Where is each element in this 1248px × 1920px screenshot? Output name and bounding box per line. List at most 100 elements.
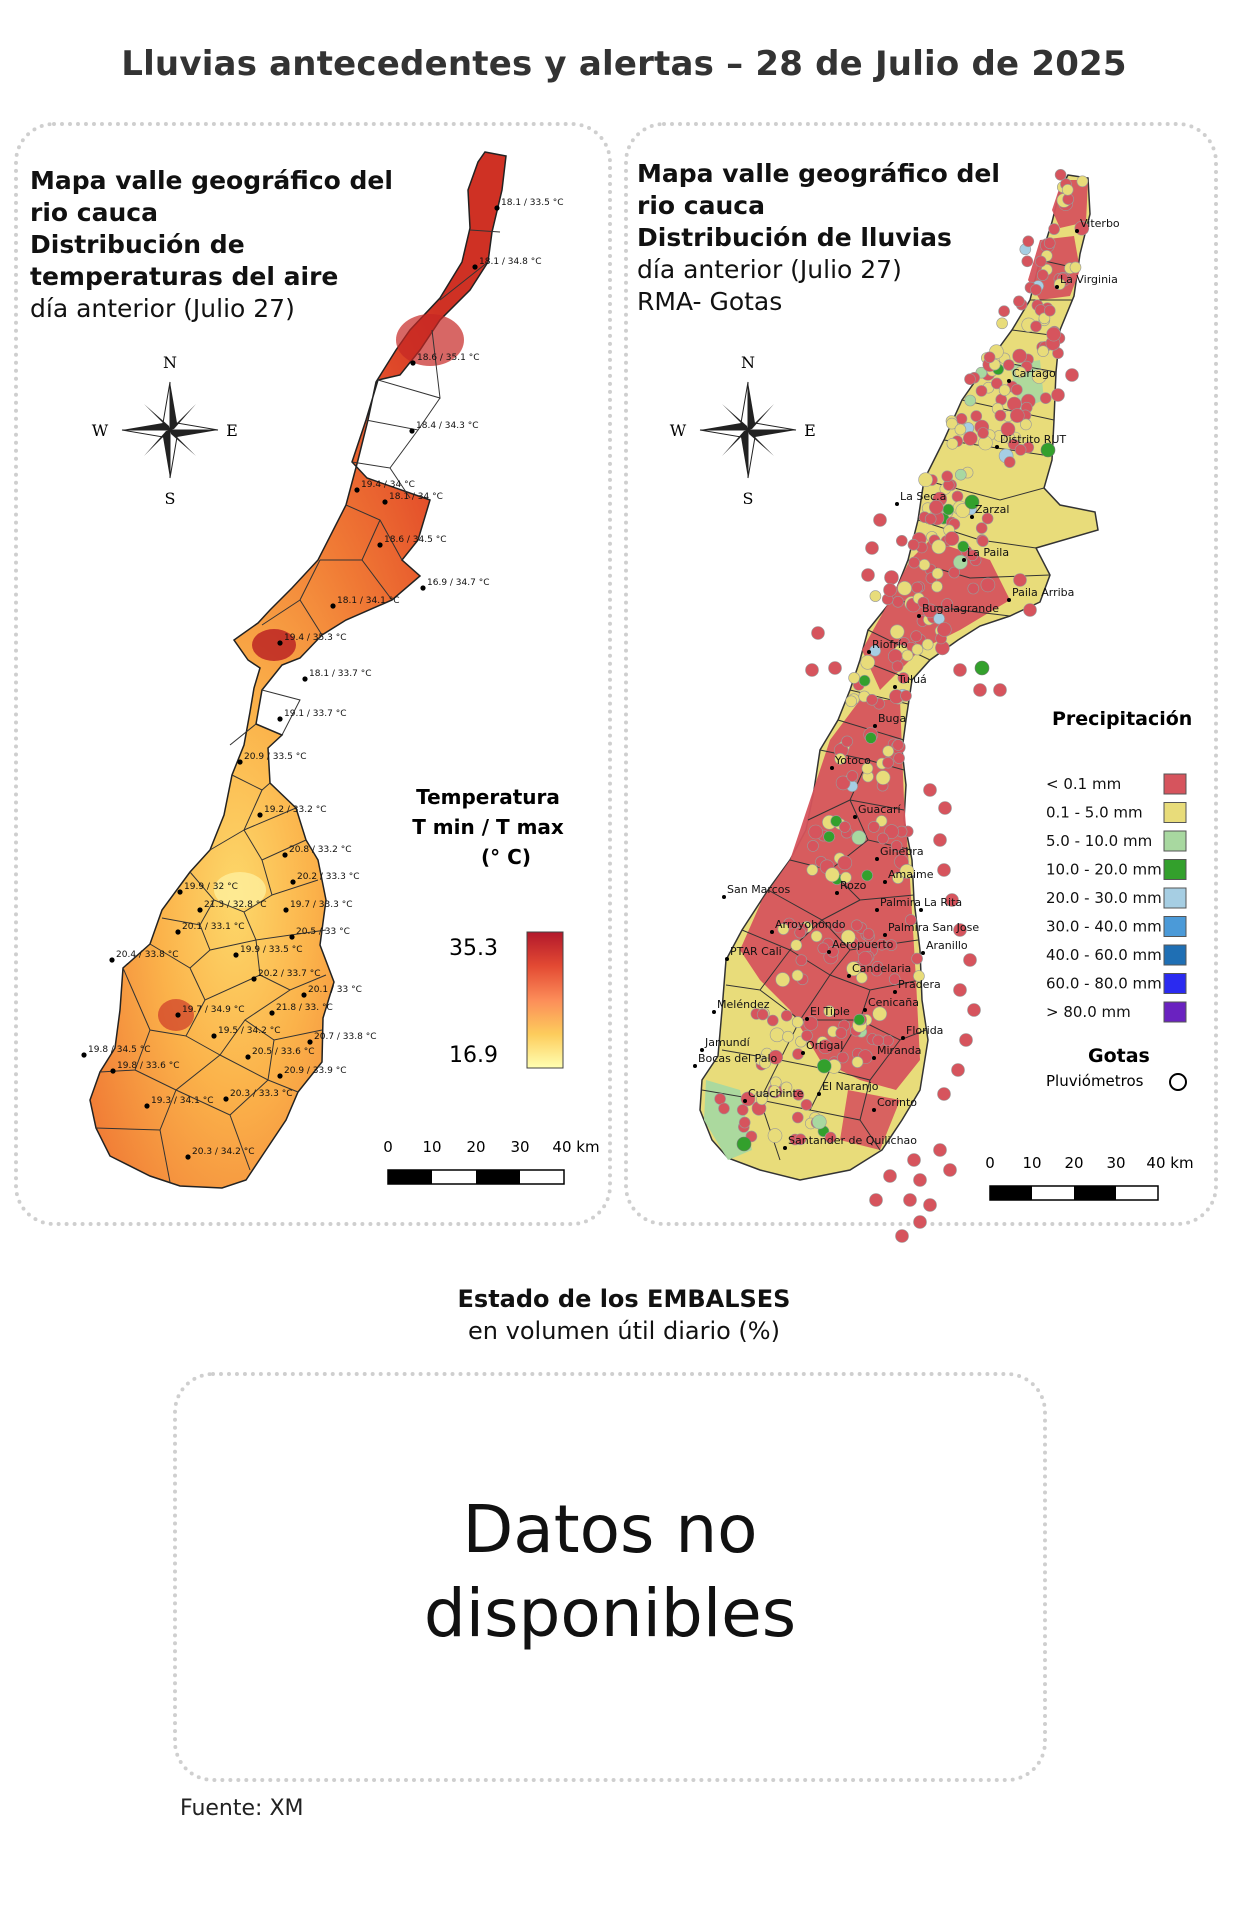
precipitation-legend-label: 10.0 - 20.0 mm: [1046, 861, 1162, 879]
dry-zone: [840, 1090, 900, 1150]
precipitation-legend-label: 20.0 - 30.0 mm: [1046, 889, 1162, 907]
station-dot: [177, 889, 183, 895]
rain-gauge: [942, 503, 955, 516]
town-dot: [875, 857, 879, 861]
rain-gauge: [974, 660, 990, 676]
rain-gauge: [736, 1104, 749, 1116]
station-label: 19.8 / 33.6 °C: [117, 1061, 179, 1071]
town-dot: [970, 515, 974, 519]
rain-gauge: [1031, 369, 1047, 384]
town-dot: [1007, 598, 1011, 602]
rain-gauge: [883, 1169, 897, 1183]
rain-gauge: [1044, 304, 1056, 317]
rain-gauge: [808, 824, 824, 840]
station-label: 19.8 / 34.5 °C: [88, 1045, 150, 1055]
rain-gauge: [967, 582, 980, 595]
rain-gauge: [964, 394, 977, 407]
rain-gauge: [738, 1116, 751, 1129]
rain-gauge: [911, 952, 923, 965]
rain-gauge: [931, 580, 943, 593]
rain-gauge: [780, 1009, 793, 1022]
rain-gauge: [1035, 255, 1047, 268]
town-dot: [867, 650, 871, 654]
station-dot: [289, 934, 295, 940]
rain-gauge: [755, 1093, 768, 1106]
station-dot: [233, 952, 239, 958]
rain-gauge: [791, 1016, 804, 1028]
rain-gauge: [897, 580, 912, 596]
rain-gauge: [900, 689, 912, 702]
precipitation-legend-items: < 0.1 mm 0.1 - 5.0 mm 5.0 - 10.0 mm 10.0 - …: [1046, 773, 1187, 1023]
scale-label: 30: [1106, 1154, 1125, 1172]
precipitation-legend-label: 40.0 - 60.0 mm: [1046, 946, 1162, 964]
rain-gauge: [910, 630, 923, 643]
town-label: El Naranjo: [822, 1080, 879, 1093]
rain-gauge: [908, 556, 920, 569]
town-label: Miranda: [877, 1044, 922, 1057]
precipitation-legend-swatch: [1163, 944, 1187, 966]
rain-gauge: [922, 603, 938, 619]
scale-label: 10: [422, 1138, 441, 1156]
rain-gauge: [884, 824, 899, 839]
rain-gauge: [817, 942, 830, 955]
station-dot: [109, 957, 115, 963]
station-label: 19.7 / 34.9 °C: [182, 1005, 244, 1015]
temperature-legend-title: Temperatura: [416, 785, 560, 809]
rain-gauge: [981, 512, 994, 525]
precipitation-legend: Precipitación < 0.1 mm 0.1 - 5.0 mm 5.0 - …: [1046, 708, 1192, 1091]
rain-gauge: [838, 821, 851, 833]
rain-gauge: [1030, 283, 1042, 296]
rain-gauge: [936, 622, 952, 637]
rain-gauge: [993, 683, 1007, 697]
rain-gauge: [943, 1163, 957, 1177]
station-label: 19.7 / 33.3 °C: [290, 900, 352, 910]
station-label: 19.3 / 34.1 °C: [151, 1096, 213, 1106]
compass-west-label: W: [670, 421, 687, 440]
station-label: 20.8 / 33.2 °C: [289, 845, 351, 855]
town-dot: [700, 1048, 704, 1052]
rain-gauge: [865, 732, 877, 744]
town-dot: [835, 891, 839, 895]
rain-gauge: [1076, 175, 1089, 188]
town-dot: [872, 1108, 876, 1112]
rainfall-map-title-line: Mapa valle geográfico del: [637, 159, 1000, 188]
reservoirs-title: Estado de los EMBALSES en volumen útil d…: [0, 1283, 1248, 1347]
town-label: Florida: [906, 1024, 943, 1037]
rain-gauge: [846, 961, 861, 977]
rain-gauge: [836, 1051, 849, 1064]
station-label: 18.1 / 34 °C: [389, 492, 443, 502]
rain-gauge: [1069, 261, 1082, 274]
rain-gauge: [1046, 326, 1061, 342]
rain-gauge: [907, 1153, 921, 1167]
rain-gauge: [736, 1136, 752, 1152]
town-dot: [962, 558, 966, 562]
station-label: 18.1 / 34.8 °C: [479, 257, 541, 267]
rain-gauge: [830, 815, 843, 827]
rain-gauge: [911, 581, 924, 594]
rain-gauge: [937, 863, 951, 877]
temperature-map-title-line: Mapa valle geográfico del: [30, 166, 393, 195]
rain-gauge: [828, 661, 842, 675]
station-dot: [302, 676, 308, 682]
rain-gauge: [768, 1085, 781, 1097]
rain-gauge: [967, 1003, 981, 1017]
town-dot: [853, 815, 857, 819]
station-label: 20.9 / 33.9 °C: [284, 1066, 346, 1076]
town-label: Palmira San Jose: [888, 921, 979, 934]
precipitation-legend-title: Precipitación: [1052, 708, 1192, 730]
town-dot: [875, 908, 879, 912]
rain-gauge: [800, 1099, 813, 1111]
station-dot: [277, 1073, 283, 1079]
rain-gauge: [953, 923, 967, 937]
rain-gauge: [970, 410, 983, 422]
rain-gauge: [794, 926, 807, 939]
town-dot: [1075, 229, 1079, 233]
rain-gauge: [899, 863, 915, 879]
rain-gauge: [860, 654, 876, 670]
station-label: 18.4 / 34.3 °C: [416, 421, 478, 431]
temperature-color-ramp: [526, 931, 564, 1069]
rain-gauge: [824, 1131, 837, 1144]
rain-gauge: [845, 695, 858, 708]
station-label: 19.4 / 34 °C: [361, 480, 415, 490]
